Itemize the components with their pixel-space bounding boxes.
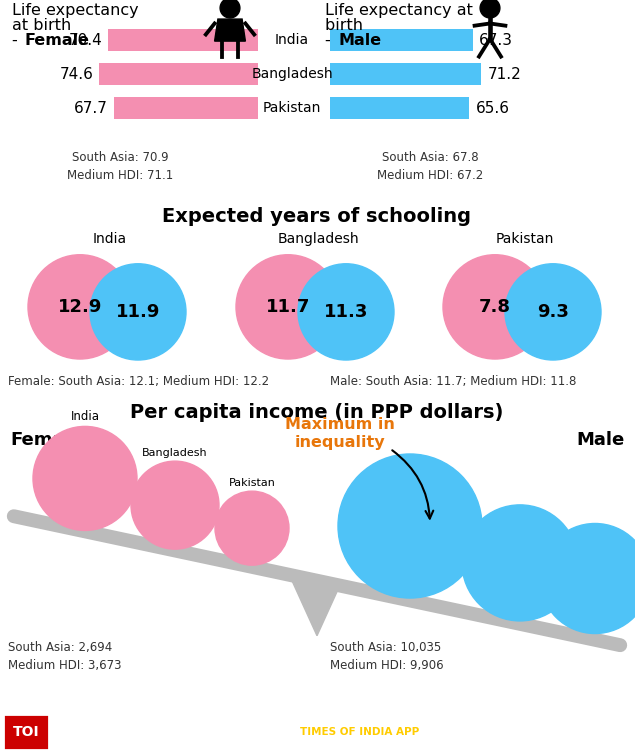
- Text: Life expectancy: Life expectancy: [12, 3, 138, 18]
- Polygon shape: [292, 581, 342, 636]
- Circle shape: [220, 0, 240, 18]
- Text: 2,041: 2,041: [153, 498, 197, 512]
- Text: Male: Male: [338, 33, 381, 48]
- Text: -: -: [325, 33, 336, 48]
- Text: India: India: [93, 231, 127, 246]
- Text: 9,729: 9,729: [384, 529, 436, 547]
- Bar: [330, 97, 469, 119]
- Text: India: India: [275, 33, 309, 47]
- Circle shape: [540, 523, 635, 633]
- Text: Life expectancy at: Life expectancy at: [325, 3, 473, 18]
- Text: 71.2: 71.2: [487, 66, 521, 81]
- Text: Bangladesh: Bangladesh: [142, 448, 208, 458]
- Text: Windows
Phone: Windows Phone: [610, 725, 635, 738]
- Circle shape: [215, 491, 289, 566]
- Circle shape: [462, 505, 578, 621]
- Text: 65.6: 65.6: [476, 101, 509, 116]
- Circle shape: [28, 255, 132, 359]
- Text: Pakistan: Pakistan: [229, 478, 276, 488]
- Text: Female: South Asia: 12.1; Medium HDI: 12.2: Female: South Asia: 12.1; Medium HDI: 12…: [8, 375, 269, 388]
- Text: Pakistan: Pakistan: [263, 101, 321, 115]
- Bar: [114, 97, 258, 119]
- Text: Male: Male: [577, 431, 625, 449]
- Bar: [330, 29, 473, 51]
- Text: Google play: Google play: [555, 728, 605, 737]
- Text: -: -: [12, 33, 23, 48]
- FancyArrowPatch shape: [392, 450, 433, 519]
- Circle shape: [443, 255, 547, 359]
- Bar: [100, 63, 258, 85]
- Circle shape: [236, 255, 340, 359]
- Text: Expected years of schooling: Expected years of schooling: [163, 207, 472, 225]
- Text: India: India: [70, 410, 100, 424]
- Text: at birth: at birth: [12, 18, 76, 33]
- Text: Bangladesh: Bangladesh: [483, 541, 557, 554]
- Circle shape: [298, 264, 394, 360]
- Text: 70.4: 70.4: [69, 32, 102, 48]
- Text: TIMES OF INDIA APP: TIMES OF INDIA APP: [300, 727, 419, 737]
- Circle shape: [33, 427, 137, 531]
- Text: Per capita income (in PPP dollars): Per capita income (in PPP dollars): [130, 403, 504, 421]
- Circle shape: [90, 264, 186, 360]
- Circle shape: [480, 0, 500, 18]
- Text: 12.9: 12.9: [58, 298, 102, 316]
- Text: App Store: App Store: [500, 728, 542, 737]
- Text: 7.8: 7.8: [479, 298, 511, 316]
- Text: Bangladesh: Bangladesh: [277, 231, 359, 246]
- Text: TOI: TOI: [13, 725, 39, 739]
- Text: 9.3: 9.3: [537, 303, 569, 321]
- Text: South Asia: 2,694
Medium HDI: 3,673: South Asia: 2,694 Medium HDI: 3,673: [8, 641, 121, 672]
- Text: 1,642: 1,642: [230, 521, 274, 535]
- Text: South Asia: 10,035
Medium HDI: 9,906: South Asia: 10,035 Medium HDI: 9,906: [330, 641, 444, 672]
- Text: Pakistan: Pakistan: [496, 231, 554, 246]
- Text: India: India: [393, 509, 427, 523]
- Bar: [109, 29, 258, 51]
- Text: 2,722: 2,722: [61, 471, 109, 486]
- Text: 5,825: 5,825: [494, 562, 546, 580]
- Bar: [330, 63, 481, 85]
- Text: FOR MORE  INFOGRAPHICS DOWNLOAD: FOR MORE INFOGRAPHICS DOWNLOAD: [60, 727, 294, 737]
- Text: 67.7: 67.7: [74, 101, 108, 116]
- FancyBboxPatch shape: [3, 714, 49, 750]
- Text: Maximum in
inequality: Maximum in inequality: [285, 417, 395, 450]
- Text: Female: Female: [25, 33, 90, 48]
- Text: 67.3: 67.3: [479, 32, 513, 48]
- Text: 11.7: 11.7: [266, 298, 310, 316]
- Text: Bangladesh: Bangladesh: [251, 67, 333, 81]
- Text: South Asia: 67.8
Medium HDI: 67.2: South Asia: 67.8 Medium HDI: 67.2: [377, 152, 483, 182]
- Text: Female: Female: [10, 431, 83, 449]
- Text: 74.6: 74.6: [60, 66, 93, 81]
- Text: 11.9: 11.9: [116, 303, 160, 321]
- Text: birth: birth: [325, 18, 368, 33]
- Circle shape: [131, 461, 219, 549]
- Polygon shape: [215, 19, 245, 41]
- Text: South Asia: 70.9
Medium HDI: 71.1: South Asia: 70.9 Medium HDI: 71.1: [67, 152, 173, 182]
- Text: 11.3: 11.3: [324, 303, 368, 321]
- Text: Male: South Asia: 11.7; Medium HDI: 11.8: Male: South Asia: 11.7; Medium HDI: 11.8: [330, 375, 577, 388]
- Text: Pakistan: Pakistan: [569, 557, 621, 570]
- Circle shape: [505, 264, 601, 360]
- Circle shape: [338, 454, 482, 598]
- Text: 8,786: 8,786: [569, 578, 621, 596]
